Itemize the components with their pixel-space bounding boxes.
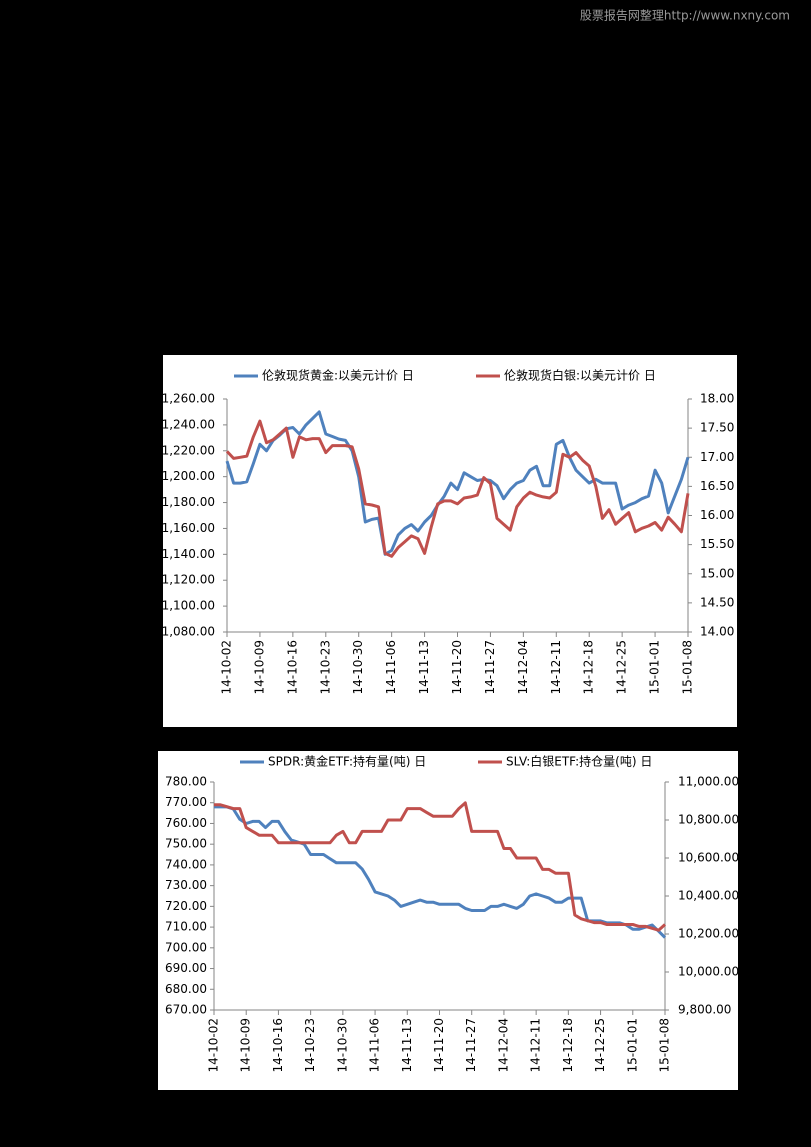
y-tick-label: 780.00 <box>165 775 207 789</box>
series-line <box>225 410 690 556</box>
x-tick-label: 14-12-18 <box>561 1018 575 1072</box>
x-tick-label: 14-12-25 <box>615 640 629 694</box>
y-tick-label: 1,160.00 <box>162 521 215 535</box>
series-line <box>214 801 666 932</box>
x-tick-label: 14-12-25 <box>593 1018 607 1072</box>
y-tick-label: 700.00 <box>165 940 207 954</box>
x-tick-label: 14-10-16 <box>285 640 299 694</box>
legend-label: 伦敦现货白银:以美元计价 日 <box>504 368 656 383</box>
y2-tick-label: 10,800.00 <box>678 813 739 827</box>
x-tick-label: 14-10-30 <box>335 1018 349 1072</box>
y-tick-label: 1,100.00 <box>162 599 215 613</box>
y-tick-label: 1,220.00 <box>162 443 215 457</box>
x-tick-label: 14-10-30 <box>351 640 365 694</box>
x-tick-label: 14-12-11 <box>549 640 563 694</box>
y2-tick-label: 10,400.00 <box>678 889 739 903</box>
y2-tick-label: 10,600.00 <box>678 851 739 865</box>
x-tick-label: 15-01-01 <box>648 640 662 694</box>
y2-tick-label: 10,000.00 <box>678 965 739 979</box>
y-tick-label: 1,200.00 <box>162 469 215 483</box>
x-tick-label: 14-12-11 <box>529 1018 543 1072</box>
y-tick-label: 1,140.00 <box>162 547 215 561</box>
x-tick-label: 14-12-18 <box>582 640 596 694</box>
y-tick-label: 750.00 <box>165 837 207 851</box>
y-tick-label: 1,240.00 <box>162 417 215 431</box>
y2-tick-label: 17.00 <box>700 450 734 464</box>
x-tick-label: 14-11-13 <box>417 640 431 694</box>
x-tick-label: 14-10-23 <box>318 640 332 694</box>
y-tick-label: 680.00 <box>165 982 207 996</box>
y2-tick-label: 18.00 <box>700 392 734 406</box>
x-tick-label: 14-10-02 <box>207 1018 221 1072</box>
y-tick-label: 720.00 <box>165 899 207 913</box>
x-tick-label: 15-01-08 <box>681 640 695 694</box>
x-tick-label: 14-11-06 <box>384 640 398 694</box>
y2-tick-label: 17.50 <box>700 421 734 435</box>
y-tick-label: 690.00 <box>165 961 207 975</box>
x-tick-label: 14-12-04 <box>516 640 530 694</box>
x-tick-label: 14-10-16 <box>271 1018 285 1072</box>
x-tick-label: 14-10-09 <box>252 640 266 694</box>
y-tick-label: 770.00 <box>165 795 207 809</box>
x-tick-label: 14-11-27 <box>464 1018 478 1072</box>
x-tick-label: 14-10-09 <box>239 1018 253 1072</box>
y2-tick-label: 16.00 <box>700 508 734 522</box>
x-tick-label: 14-11-27 <box>483 640 497 694</box>
y-tick-label: 1,080.00 <box>162 625 215 639</box>
legend-label: SLV:白银ETF:持仓量(吨) 日 <box>506 754 652 769</box>
y2-tick-label: 11,000.00 <box>678 775 739 789</box>
x-tick-label: 14-11-20 <box>450 640 464 694</box>
watermark: 股票报告网整理http://www.nxny.com <box>580 8 790 23</box>
y2-tick-label: 16.50 <box>700 479 734 493</box>
y2-tick-label: 10,200.00 <box>678 927 739 941</box>
y-tick-label: 1,180.00 <box>162 495 215 509</box>
y2-tick-label: 15.00 <box>700 566 734 580</box>
x-tick-label: 14-10-02 <box>220 640 234 694</box>
x-tick-label: 15-01-08 <box>658 1018 672 1072</box>
chart-panel <box>158 751 738 1090</box>
y-tick-label: 710.00 <box>165 920 207 934</box>
series-line <box>225 419 690 558</box>
chart-panel <box>163 355 737 727</box>
x-tick-label: 14-11-06 <box>368 1018 382 1072</box>
y2-tick-label: 14.00 <box>700 625 734 639</box>
y-tick-label: 730.00 <box>165 878 207 892</box>
y-tick-label: 670.00 <box>165 1003 207 1017</box>
x-tick-label: 14-12-04 <box>496 1018 510 1072</box>
y-tick-label: 760.00 <box>165 816 207 830</box>
x-tick-label: 14-10-23 <box>303 1018 317 1072</box>
y-tick-label: 1,260.00 <box>162 392 215 406</box>
y-tick-label: 1,120.00 <box>162 573 215 587</box>
x-tick-label: 14-11-20 <box>432 1018 446 1072</box>
y-tick-label: 740.00 <box>165 857 207 871</box>
y2-tick-label: 9,800.00 <box>678 1003 731 1017</box>
x-tick-label: 14-11-13 <box>400 1018 414 1072</box>
y2-tick-label: 14.50 <box>700 595 734 609</box>
y2-tick-label: 15.50 <box>700 537 734 551</box>
legend-label: SPDR:黄金ETF:持有量(吨) 日 <box>268 754 426 769</box>
x-tick-label: 15-01-01 <box>625 1018 639 1072</box>
legend-label: 伦敦现货黄金:以美元计价 日 <box>262 368 414 383</box>
